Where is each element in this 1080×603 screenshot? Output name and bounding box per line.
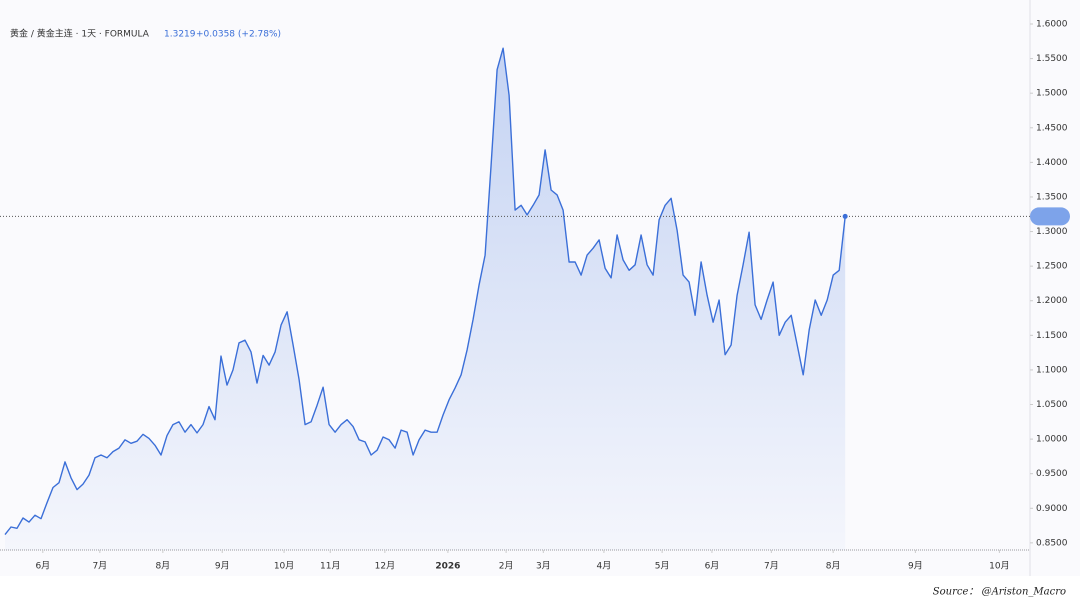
legend-symbol: 黄金 / 黄金主连 · 1天 · FORMULA (10, 28, 150, 40)
y-tick-label: 1.4000 (1036, 158, 1068, 168)
y-tick-label: 1.2500 (1036, 262, 1068, 272)
y-tick-label: 1.1000 (1036, 365, 1068, 375)
y-tick-label: 1.2000 (1036, 296, 1068, 306)
x-tick-label: 10月 (989, 561, 1009, 572)
y-tick-label: 1.0000 (1036, 435, 1068, 445)
y-tick-label: 1.1500 (1036, 331, 1068, 341)
x-tick-label: 6月 (35, 561, 50, 572)
area (5, 48, 846, 550)
y-tick-label: 1.5000 (1036, 89, 1068, 99)
x-tick-label: 7月 (764, 561, 779, 572)
x-tick-label: 4月 (597, 561, 612, 572)
y-tick-label: 1.5500 (1036, 54, 1068, 64)
x-tick-label: 9月 (908, 561, 923, 572)
y-tick-label: 1.4500 (1036, 123, 1068, 133)
x-tick-label: 9月 (215, 561, 230, 572)
last-price-tag (1030, 207, 1070, 226)
y-tick-label: 0.9000 (1036, 504, 1068, 514)
x-tick-label: 10月 (274, 561, 294, 572)
x-tick-label: 12月 (375, 561, 395, 572)
legend-change: +0.0358 (+2.78%) (196, 30, 281, 40)
x-tick-label: 8月 (826, 561, 841, 572)
last-point (842, 213, 848, 219)
y-tick-label: 1.0500 (1036, 400, 1068, 410)
x-tick-label: 3月 (536, 561, 551, 572)
y-tick-label: 0.9500 (1036, 469, 1068, 479)
legend-last: 1.3219 (164, 30, 196, 40)
x-tick-label: 7月 (92, 561, 107, 572)
y-tick-label: 1.3500 (1036, 192, 1068, 202)
x-tick-label: 11月 (320, 561, 340, 572)
y-tick-label: 1.3000 (1036, 227, 1068, 237)
y-tick-label: 0.8500 (1036, 538, 1068, 548)
y-tick-label: 1.6000 (1036, 20, 1068, 30)
x-tick-label: 8月 (155, 561, 170, 572)
line (4, 47, 846, 536)
x-tick-label: 2月 (499, 561, 514, 572)
x-tick-label: 6月 (705, 561, 720, 572)
source: Source： @Ariston_Macro (933, 587, 1066, 598)
x-tick-label: 5月 (655, 561, 670, 572)
x-tick-label: 2026 (435, 562, 460, 572)
